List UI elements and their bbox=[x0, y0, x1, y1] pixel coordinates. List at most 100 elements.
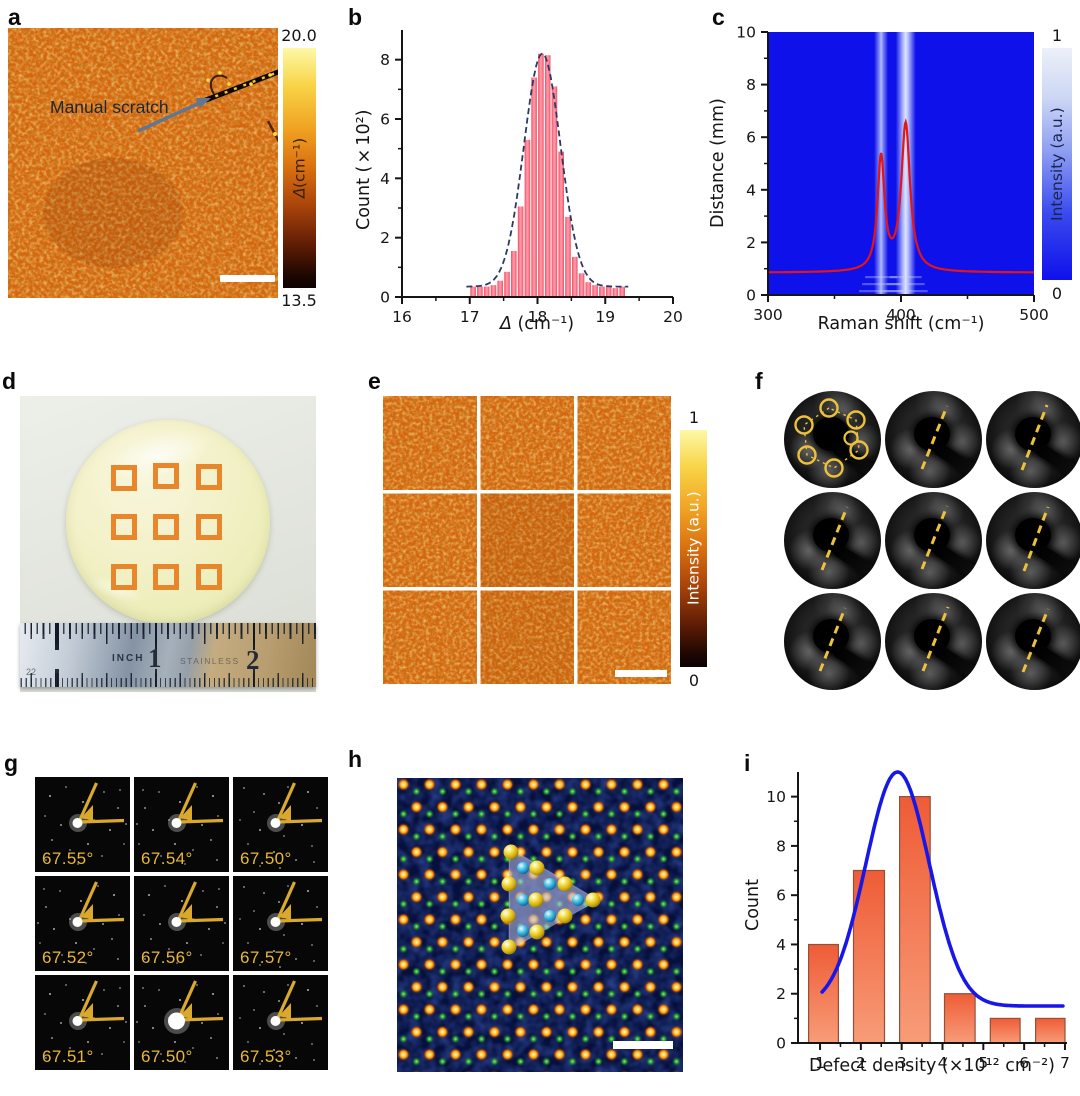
svg-text:16: 16 bbox=[392, 308, 412, 326]
svg-text:18: 18 bbox=[528, 308, 548, 326]
raman-map-image bbox=[8, 28, 278, 298]
twist-angle-value: 67.53° bbox=[240, 1047, 292, 1066]
ruler-inch-word: INCH bbox=[112, 653, 145, 664]
marked-region bbox=[111, 514, 137, 540]
twist-angle-value: 67.51° bbox=[42, 1047, 94, 1066]
angle-measurement-cell: 67.55° bbox=[35, 777, 130, 872]
marked-region bbox=[153, 514, 179, 540]
panel-label-h: h bbox=[348, 746, 363, 772]
b-x-axis-label: Δ (cm⁻¹) bbox=[499, 314, 575, 334]
svg-text:2: 2 bbox=[776, 985, 786, 1003]
panel-label-f: f bbox=[755, 368, 763, 394]
svg-text:400: 400 bbox=[886, 306, 916, 324]
colorbar-c bbox=[1042, 48, 1072, 280]
svg-text:6: 6 bbox=[746, 129, 756, 147]
angle-measurement-grid: 67.55° 67.54° 67.50° bbox=[35, 777, 328, 1070]
colorbar-c-label: Intensity (a.u.) bbox=[1048, 107, 1066, 221]
c-y-axis-label: Distance (mm) bbox=[708, 98, 728, 228]
angle-measurement-cell: 67.52° bbox=[35, 876, 130, 971]
arrow-icon bbox=[137, 98, 211, 133]
panel-label-d: d bbox=[2, 368, 17, 394]
crystal-structure-overlay bbox=[500, 844, 601, 955]
angle-marker-icon bbox=[69, 881, 125, 931]
svg-text:19: 19 bbox=[595, 308, 615, 326]
scale-bar bbox=[613, 1041, 673, 1049]
ruler-mark-2: 2 bbox=[246, 645, 260, 675]
svg-text:7: 7 bbox=[1060, 1054, 1070, 1072]
svg-text:6: 6 bbox=[380, 111, 390, 129]
svg-text:4: 4 bbox=[776, 936, 786, 954]
ruler-cm-mark: 22 bbox=[26, 667, 37, 677]
svg-text:4: 4 bbox=[746, 181, 756, 199]
panel-label-g: g bbox=[4, 750, 19, 776]
svg-text:17: 17 bbox=[460, 308, 480, 326]
diffraction-pattern bbox=[986, 492, 1080, 589]
svg-text:10: 10 bbox=[736, 24, 756, 42]
scale-bar bbox=[615, 670, 667, 677]
colorbar-e-label: Intensity (a.u.) bbox=[684, 491, 703, 606]
wafer-sample bbox=[66, 420, 270, 624]
diffraction-pattern-grid bbox=[784, 391, 1080, 690]
svg-text:500: 500 bbox=[1019, 306, 1049, 324]
raman-linescan-map: 300 400 500 0 2 4 6 8 10 bbox=[736, 24, 1049, 325]
scale-bar bbox=[220, 275, 275, 282]
svg-text:3: 3 bbox=[897, 1054, 907, 1072]
marked-region bbox=[196, 464, 222, 490]
angle-measurement-cell: 67.56° bbox=[134, 876, 229, 971]
colorbar-c-min: 0 bbox=[1051, 284, 1063, 303]
colorbar-e bbox=[680, 430, 707, 667]
svg-text:300: 300 bbox=[753, 306, 783, 324]
diffraction-pattern bbox=[885, 492, 982, 589]
svg-text:10: 10 bbox=[766, 788, 786, 806]
marked-region bbox=[111, 564, 137, 590]
twist-angle-value: 67.50° bbox=[240, 849, 292, 868]
diffraction-pattern bbox=[784, 391, 881, 488]
marked-region bbox=[153, 564, 179, 590]
twist-angle-value: 67.56° bbox=[141, 948, 193, 967]
angle-measurement-cell: 67.54° bbox=[134, 777, 229, 872]
svg-text:1: 1 bbox=[815, 1054, 825, 1072]
defect-density-histogram: 1 2 3 4 5 6 7 0 2 4 6 8 10 bbox=[766, 770, 1070, 1072]
histogram-delta: 16 17 18 19 20 0 2 4 6 8 bbox=[380, 30, 683, 326]
ruler-ticks bbox=[20, 623, 316, 650]
svg-text:8: 8 bbox=[776, 837, 786, 855]
colorbar-e-max: 1 bbox=[688, 408, 700, 427]
colorbar-c-max: 1 bbox=[1051, 26, 1063, 45]
twist-angle-value: 67.54° bbox=[141, 849, 193, 868]
colorbar-e-min: 0 bbox=[688, 671, 700, 690]
twist-angle-value: 67.52° bbox=[42, 948, 94, 967]
svg-text:0: 0 bbox=[380, 289, 390, 307]
intensity-map-grid bbox=[383, 396, 671, 684]
diffraction-pattern bbox=[986, 593, 1080, 690]
svg-text:0: 0 bbox=[746, 287, 756, 305]
diffraction-pattern bbox=[885, 391, 982, 488]
panel-label-b: b bbox=[348, 4, 363, 30]
atomic-lattice-image bbox=[397, 778, 683, 1072]
angle-measurement-cell: 67.50° bbox=[134, 975, 229, 1070]
panel-label-i: i bbox=[744, 750, 751, 776]
panel-label-c: c bbox=[712, 4, 725, 30]
svg-text:6: 6 bbox=[776, 887, 786, 905]
marked-region bbox=[111, 465, 137, 491]
svg-text:8: 8 bbox=[746, 76, 756, 94]
panel-label-a: a bbox=[8, 4, 21, 30]
marked-region bbox=[196, 564, 222, 590]
svg-text:2: 2 bbox=[380, 229, 390, 247]
angle-marker-icon bbox=[164, 980, 224, 1034]
angle-measurement-cell: 67.50° bbox=[233, 777, 328, 872]
ruler: INCH 1 STAINLESS 2 22 bbox=[20, 623, 316, 687]
diffraction-pattern bbox=[885, 593, 982, 690]
angle-marker-icon bbox=[267, 980, 323, 1030]
angle-marker-icon bbox=[267, 881, 323, 931]
ruler-ticks bbox=[20, 669, 316, 687]
svg-text:20: 20 bbox=[663, 308, 683, 326]
scratch-mark bbox=[203, 69, 278, 143]
svg-text:8: 8 bbox=[380, 51, 390, 69]
angle-measurement-cell: 67.53° bbox=[233, 975, 328, 1070]
wafer-photo: INCH 1 STAINLESS 2 22 bbox=[20, 396, 316, 692]
svg-text:6: 6 bbox=[1019, 1054, 1029, 1072]
angle-measurement-cell: 67.51° bbox=[35, 975, 130, 1070]
diffraction-pattern bbox=[784, 492, 881, 589]
angle-measurement-cell: 67.57° bbox=[233, 876, 328, 971]
